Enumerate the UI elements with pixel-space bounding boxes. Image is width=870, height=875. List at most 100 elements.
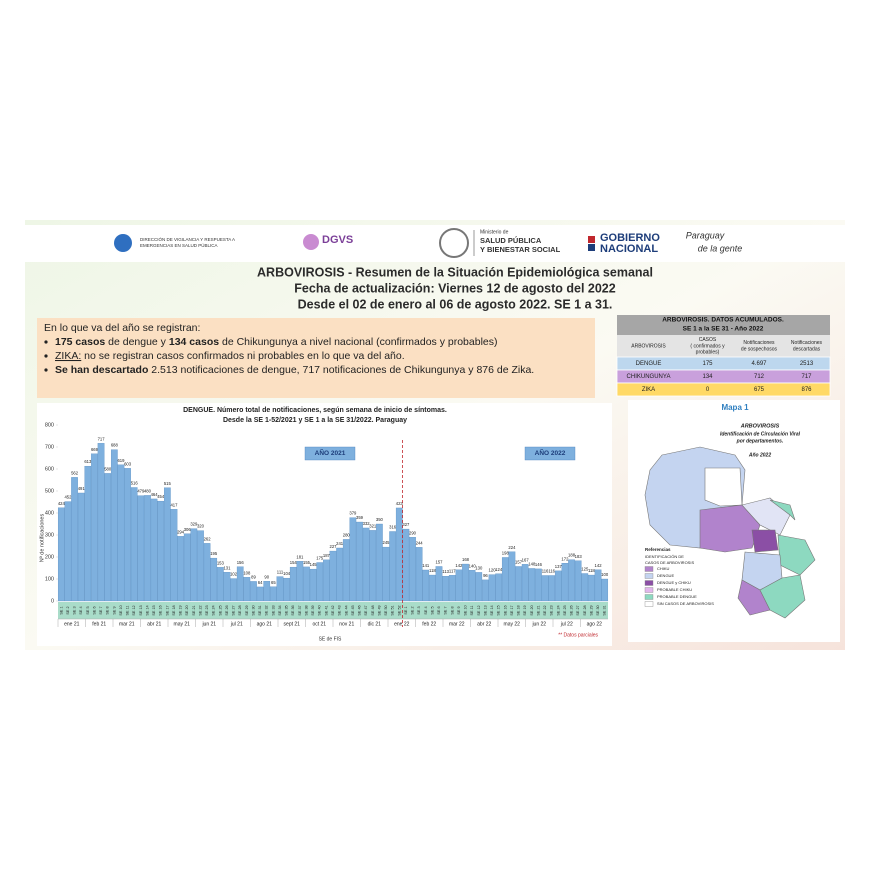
value-label: 118 [429, 568, 436, 573]
summary-item: ZIKA: no se registran casos confirmados … [55, 350, 405, 362]
bar [548, 575, 556, 602]
bullet [44, 340, 48, 344]
title: ARBOVIROSIS - Resumen de la Situación Ep… [257, 265, 653, 279]
region [759, 574, 806, 619]
bar [283, 577, 290, 602]
table-cell: 717 [801, 374, 812, 380]
month-label: oct 21 [312, 621, 326, 627]
month-label: abr 21 [147, 621, 161, 627]
legend-swatch [644, 580, 654, 586]
value-label: 332 [363, 521, 371, 526]
value-label: 104 [283, 571, 291, 576]
x-tick-label: SE 42 [331, 605, 335, 615]
value-label: 142 [595, 563, 603, 568]
bar [362, 527, 370, 602]
x-tick-label: SE 43 [338, 605, 342, 615]
x-tick-label: SE 9 [457, 606, 461, 614]
value-label: 290 [409, 530, 417, 535]
bar [554, 570, 562, 602]
table-cell: DENGUE [636, 361, 662, 367]
value-label: 142 [455, 563, 463, 568]
value-label: 516 [131, 481, 139, 486]
legend-swatch [644, 601, 654, 607]
y-tick-label: 500 [45, 488, 54, 494]
y-tick-label: 800 [45, 422, 54, 428]
bar [574, 560, 582, 602]
x-tick-label: SE 40 [318, 605, 322, 615]
x-tick-label: SE 3 [417, 606, 421, 614]
value-label: 198 [502, 551, 510, 556]
value-label: 316 [389, 525, 397, 530]
x-tick-label: SE 31 [603, 605, 607, 615]
bar [203, 543, 211, 602]
bar [217, 567, 224, 602]
bullet [44, 354, 48, 358]
value-label: 329 [190, 522, 198, 527]
bar [515, 566, 522, 602]
x-tick-label: SE 44 [344, 605, 348, 615]
x-tick-label: SE 10 [119, 605, 123, 615]
value-label: 64 [258, 580, 263, 585]
table-header: CASOS [699, 337, 717, 343]
bar [435, 566, 443, 602]
x-tick-label: SE 5 [430, 606, 434, 614]
value-label: 321 [369, 523, 377, 528]
legend-label: PROBABLE DENGUE [657, 594, 697, 599]
bar [376, 523, 383, 602]
month-label: nov 21 [339, 621, 354, 627]
table-header: Notificaciones [743, 340, 775, 346]
table-cell: 4.697 [751, 361, 767, 367]
value-label: 89 [251, 575, 256, 580]
bar [110, 449, 118, 602]
value-label: 580 [104, 467, 112, 472]
value-label: 613 [84, 459, 92, 464]
bar [223, 572, 231, 602]
bar [429, 574, 436, 602]
bar [316, 562, 324, 602]
title: Desde el 02 de enero al 06 de agosto 202… [298, 297, 613, 311]
x-tick-label: SE 45 [351, 605, 355, 615]
value-label: 244 [416, 540, 424, 545]
bar [468, 570, 476, 602]
logo-icon [588, 244, 595, 251]
value-label: 145 [310, 562, 318, 567]
logo-icon [303, 234, 319, 250]
x-tick-label: SE 13 [483, 605, 487, 615]
bar [210, 557, 218, 602]
value-label: 181 [296, 554, 304, 559]
value-label: 491 [78, 486, 86, 491]
year-label: AÑO 2022 [535, 448, 566, 457]
y-tick-label: 200 [45, 554, 54, 560]
x-tick-label: SE 25 [563, 605, 567, 615]
text: 2.513 notificaciones de dengue, 717 noti… [148, 364, 534, 376]
value-label: 140 [469, 563, 477, 568]
logo-text: DIRECCIÓN DE VIGILANCIA Y RESPUESTA A [140, 236, 235, 242]
value-label: 294 [177, 529, 185, 534]
table-cell: 712 [754, 374, 765, 380]
x-axis-label: SE de FIS [319, 636, 342, 642]
month-label: may 21 [174, 621, 191, 627]
legend-swatch [644, 573, 654, 579]
table-header-bg [617, 335, 830, 357]
bar [243, 577, 251, 602]
region [741, 497, 791, 536]
bar [541, 575, 549, 602]
x-tick-label: SE 21 [192, 605, 196, 615]
bar [150, 498, 158, 602]
x-tick-label: SE 19 [523, 605, 527, 615]
value-label: 245 [383, 540, 391, 545]
value-label: 187 [323, 553, 331, 558]
value-label: 153 [217, 560, 225, 565]
bar [144, 495, 151, 602]
legend-label: SIN CASOS DE ARBOVIROSIS [657, 601, 714, 606]
map-subtitle: Identificación de Circulación Viral [720, 431, 801, 437]
bar [482, 579, 489, 602]
x-tick-label: SE 28 [238, 605, 242, 615]
value-label: 108 [243, 570, 251, 575]
x-tick-label: SE 17 [165, 605, 169, 615]
year-label: AÑO 2021 [315, 448, 346, 457]
value-label: 327 [402, 522, 410, 527]
value-label: 100 [601, 572, 609, 577]
